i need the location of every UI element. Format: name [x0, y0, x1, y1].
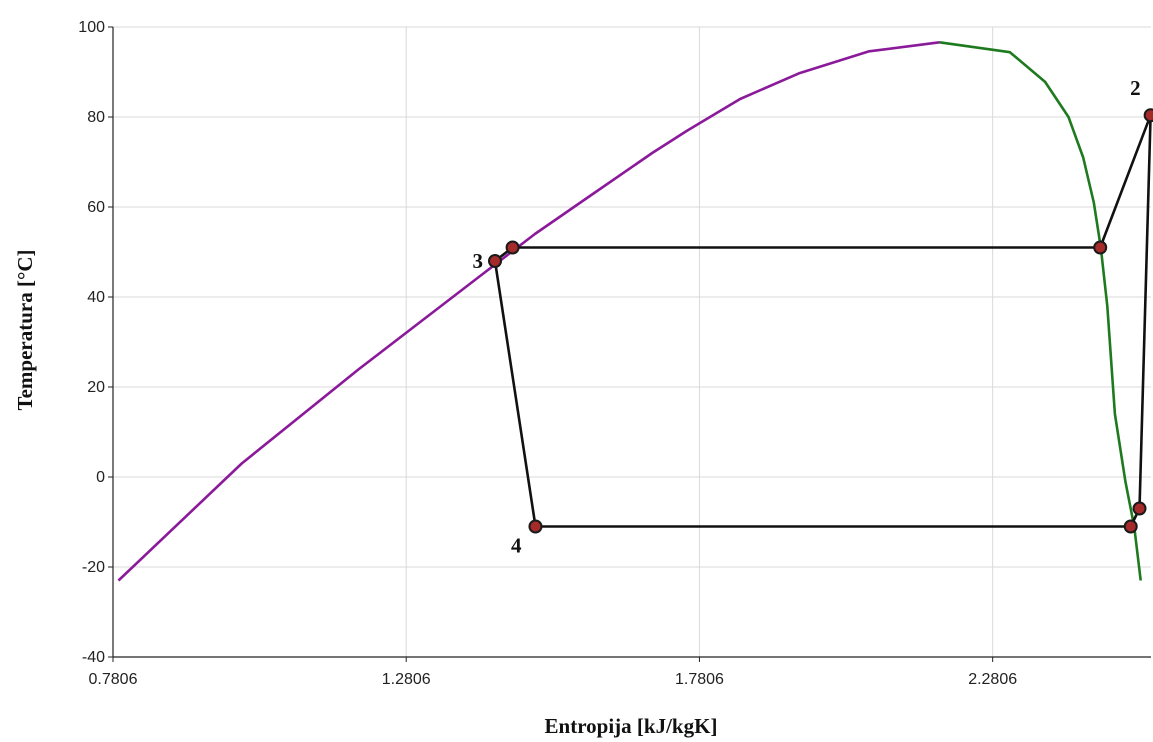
state-point-4-marker [528, 519, 543, 534]
x-tick-label: 0.7806 [89, 671, 138, 688]
series-line-cycle [493, 113, 1152, 528]
x-axis-title: Entropija [kJ/kgK] [545, 714, 718, 738]
cycle-point-marker [1123, 519, 1138, 534]
y-tick-label: -20 [82, 559, 105, 576]
state-point-1-marker [1132, 501, 1147, 516]
state-point-3-marker [488, 254, 503, 268]
series-line-liquid [117, 41, 940, 582]
state-points: 1234 [473, 76, 1153, 558]
x-tick-label: 2.2806 [968, 671, 1017, 688]
state-point-2-marker [1143, 108, 1153, 123]
cycle-point-marker [505, 240, 520, 255]
y-tick-label: 0 [96, 469, 105, 486]
state-point-2-label: 2 [1130, 76, 1141, 100]
y-tick-label: 20 [87, 379, 105, 396]
y-tick-label: 40 [87, 289, 105, 306]
y-tick-label: -40 [82, 649, 105, 666]
y-axis-title: Temperatura [°C] [13, 249, 37, 410]
series [117, 41, 1152, 582]
x-tick-label: 1.2806 [382, 671, 431, 688]
grid [113, 26, 1151, 657]
state-point-3-label: 3 [473, 249, 484, 273]
axes: 100 80 60 40 20 0 -20 -40 0.7806 1.2806 1.7806 2.28… [78, 19, 1151, 688]
series-line-vapor [939, 41, 1142, 581]
cycle-point-marker [1093, 240, 1108, 255]
y-tick-label: 100 [78, 19, 105, 36]
y-tick-label: 60 [87, 199, 105, 216]
state-point-4-label: 4 [511, 534, 522, 558]
x-tick-label: 1.7806 [675, 671, 724, 688]
y-tick-label: 80 [87, 109, 105, 126]
